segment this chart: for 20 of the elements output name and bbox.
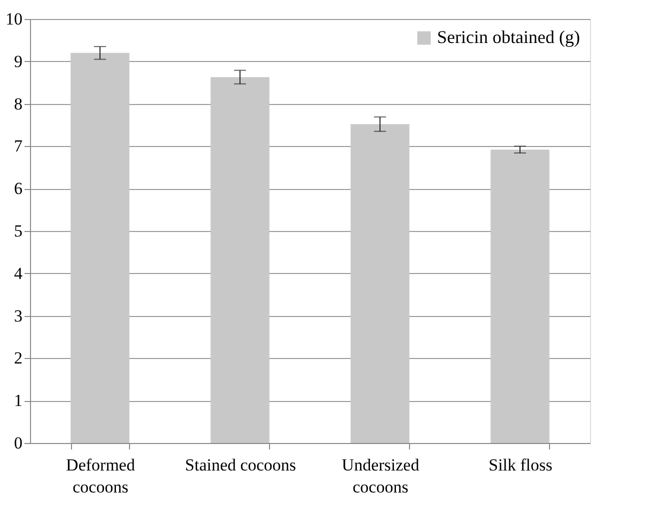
y-tick-label: 3 bbox=[14, 306, 22, 326]
bar bbox=[210, 77, 270, 443]
legend-label: Sericin obtained (g) bbox=[437, 27, 580, 47]
bar bbox=[350, 124, 410, 443]
y-tick-label: 9 bbox=[14, 52, 22, 71]
x-tick-label: Deformed cocoons bbox=[66, 456, 136, 496]
y-tick-label: 8 bbox=[14, 94, 22, 114]
x-tick-label: Stained cocoons bbox=[185, 456, 296, 474]
y-tick-label: 2 bbox=[14, 348, 22, 368]
y-tick-label: 0 bbox=[14, 434, 22, 452]
y-tick-label: 5 bbox=[14, 222, 22, 240]
y-tick-label: 10 bbox=[6, 10, 22, 28]
y-tick-label: 4 bbox=[14, 264, 23, 283]
bar bbox=[70, 52, 130, 443]
x-tick-label: Undersized cocoons bbox=[342, 456, 420, 496]
y-tick-label: 6 bbox=[14, 179, 22, 198]
y-tick-label: 1 bbox=[14, 391, 22, 410]
y-tick-label: 7 bbox=[14, 136, 23, 156]
bar bbox=[490, 150, 550, 443]
x-tick-label: Silk floss bbox=[488, 456, 552, 474]
